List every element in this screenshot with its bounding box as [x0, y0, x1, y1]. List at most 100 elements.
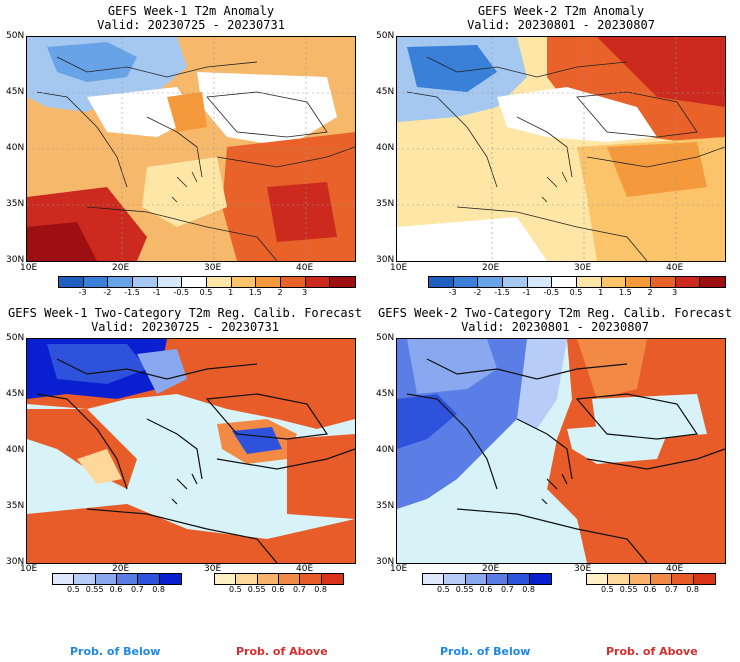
lat-label-50n: 50N — [6, 333, 25, 343]
colorbar-swatch — [305, 277, 331, 287]
lat-label-35n: 35N — [376, 501, 395, 511]
colorbar-swatch — [159, 574, 181, 584]
colorbar-swatch — [321, 574, 343, 584]
colorbar-swatch — [601, 277, 627, 287]
panel-valid-date: Valid: 20230801 - 20230807 — [461, 320, 649, 334]
colorbar-swatch — [132, 277, 158, 287]
colorbar-swatch — [486, 574, 509, 584]
colorbar-tick-label: -1.5 — [124, 288, 140, 297]
colorbar-tick-label: 0.8 — [686, 585, 700, 594]
above-colorbar — [214, 573, 344, 585]
lat-label-35n: 35N — [376, 199, 395, 209]
colorbar-swatch — [182, 277, 207, 287]
colorbar-swatch — [552, 277, 577, 287]
colorbar-swatch — [206, 277, 232, 287]
colorbar-tick-label: 0.6 — [109, 585, 123, 594]
lat-label-40n: 40N — [6, 143, 25, 153]
colorbar-swatch — [626, 277, 651, 287]
lat-label-30n: 30N — [376, 255, 395, 265]
colorbar-swatch — [478, 277, 503, 287]
panel-valid-date: Valid: 20230801 - 20230807 — [467, 18, 655, 32]
colorbar-tick-label: -1.5 — [494, 288, 510, 297]
prob-below-label: Prob. of Below — [70, 645, 161, 658]
lat-label-40n: 40N — [376, 445, 395, 455]
lat-label-40n: 40N — [376, 143, 395, 153]
colorbar-swatch — [108, 277, 133, 287]
colorbar-swatch — [429, 277, 454, 287]
lon-label-40e: 40E — [666, 564, 684, 574]
colorbar-swatch — [675, 277, 701, 287]
colorbar-tick-label: 0.55 — [85, 585, 104, 594]
lat-label-45n: 45N — [376, 87, 395, 97]
colorbar-tick-label: 0.7 — [130, 585, 144, 594]
colorbar-swatch — [138, 574, 160, 584]
colorbar-swatch — [278, 574, 301, 584]
lon-label-40e: 40E — [666, 263, 684, 273]
lon-label-20e: 20E — [482, 564, 500, 574]
colorbar-swatch — [116, 574, 139, 584]
colorbar-swatch — [300, 574, 322, 584]
panel-title: GEFS Week-1 Two-Category T2m Reg. Calib.… — [7, 306, 362, 320]
colorbar-tick-label: 2 — [277, 288, 283, 297]
lon-label-20e: 20E — [482, 263, 500, 273]
colorbar-tick-label: -0.5 — [173, 288, 190, 297]
lon-label-10e: 10E — [20, 263, 38, 273]
lon-label-20e: 20E — [112, 263, 130, 273]
colorbar-tick-label: -2 — [473, 288, 482, 297]
colorbar-tick-label: 0.6 — [479, 585, 493, 594]
colorbar-tick-label: 1 — [228, 288, 234, 297]
colorbar-swatch — [453, 277, 479, 287]
colorbar-swatch — [157, 277, 183, 287]
panel-valid-date: Valid: 20230725 - 20230731 — [97, 18, 285, 32]
colorbar-tick-label: 1.5 — [618, 288, 632, 297]
colorbar-tick-label: -1 — [522, 288, 531, 297]
colorbar-tick-label: -3 — [448, 288, 457, 297]
lat-label-45n: 45N — [6, 389, 25, 399]
colorbar-swatch — [672, 574, 694, 584]
panel-title: GEFS Week-2 Two-Category T2m Reg. Calib.… — [377, 306, 732, 320]
colorbar-tick-label: 0.6 — [271, 585, 285, 594]
lon-label-10e: 10E — [390, 263, 408, 273]
colorbar-swatch — [700, 277, 725, 287]
lon-label-20e: 20E — [112, 564, 130, 574]
colorbar-tick-label: 0.7 — [500, 585, 514, 594]
map-week1-anomaly — [26, 36, 356, 262]
colorbar-swatch — [502, 277, 528, 287]
lat-label-30n: 30N — [6, 255, 25, 265]
below-colorbar — [52, 573, 182, 585]
colorbar-swatch — [231, 277, 257, 287]
colorbar-tick-label: -0.5 — [543, 288, 560, 297]
colorbar-tick-label: -2 — [103, 288, 112, 297]
lon-label-30e: 30E — [204, 564, 222, 574]
colorbar-tick-label: 0.5 — [600, 585, 614, 594]
colorbar-tick-label: 0.8 — [152, 585, 166, 594]
colorbar-tick-label: 3 — [302, 288, 308, 297]
colorbar-tick-label: 0.55 — [619, 585, 638, 594]
colorbar-swatch — [508, 574, 530, 584]
colorbar-tick-label: 1.5 — [248, 288, 262, 297]
lat-label-30n: 30N — [6, 557, 25, 567]
colorbar-swatch — [215, 574, 237, 584]
colorbar-tick-label: -3 — [78, 288, 87, 297]
colorbar-swatch — [423, 574, 445, 584]
lon-label-10e: 10E — [390, 564, 408, 574]
colorbar-tick-label: 0.7 — [292, 585, 306, 594]
colorbar-swatch — [53, 574, 75, 584]
colorbar-tick-label: 3 — [672, 288, 678, 297]
lon-label-40e: 40E — [296, 564, 314, 574]
lat-label-35n: 35N — [6, 501, 25, 511]
colorbar-swatch — [465, 574, 487, 584]
lat-label-40n: 40N — [6, 445, 25, 455]
colorbar-swatch — [693, 574, 715, 584]
lat-label-30n: 30N — [376, 557, 395, 567]
colorbar-swatch — [59, 277, 84, 287]
lat-label-35n: 35N — [6, 199, 25, 209]
colorbar-swatch — [529, 574, 551, 584]
colorbar-swatch — [257, 574, 279, 584]
lon-label-30e: 30E — [574, 564, 592, 574]
colorbar-tick-label: 0.55 — [455, 585, 474, 594]
lon-label-30e: 30E — [574, 263, 592, 273]
map-week2-anomaly — [396, 36, 726, 262]
colorbar-tick-label: 0.8 — [314, 585, 328, 594]
colorbar-swatch — [608, 574, 630, 584]
